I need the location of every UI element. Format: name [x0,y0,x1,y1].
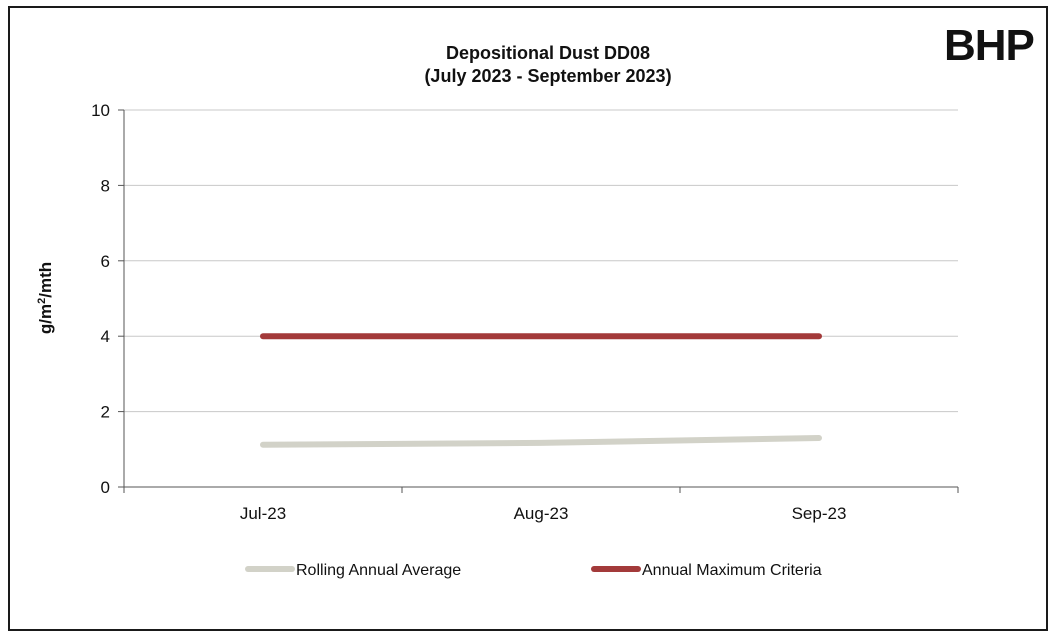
tick-labels: 0 2 4 6 8 10 Jul-23 Aug-23 Sep-23 [91,101,846,523]
bhp-logo: BHP [944,21,1034,70]
y-tick-label: 8 [101,176,110,195]
y-tick-label: 6 [101,252,110,271]
chart-title: Depositional Dust DD08 [446,43,650,63]
legend-label-1: Rolling Annual Average [296,562,461,579]
series-line-1 [260,434,822,448]
y-tick-label: 10 [91,101,110,120]
series-layer [260,333,822,448]
x-tick-label: Jul-23 [240,504,286,523]
x-tick-label: Aug-23 [514,504,569,523]
legend-label-2: Annual Maximum Criteria [642,562,822,579]
legend: Rolling Annual Average Annual Maximum Cri… [245,562,822,579]
chart-subtitle: (July 2023 - September 2023) [424,66,671,86]
y-axis-label: g/m2/mth [36,262,55,334]
x-tick-label: Sep-23 [792,504,847,523]
y-tick-label: 2 [101,403,110,422]
axes [118,109,959,493]
y-tick-label: 0 [101,478,110,497]
y-tick-label: 4 [101,327,110,346]
gridlines [124,109,958,413]
